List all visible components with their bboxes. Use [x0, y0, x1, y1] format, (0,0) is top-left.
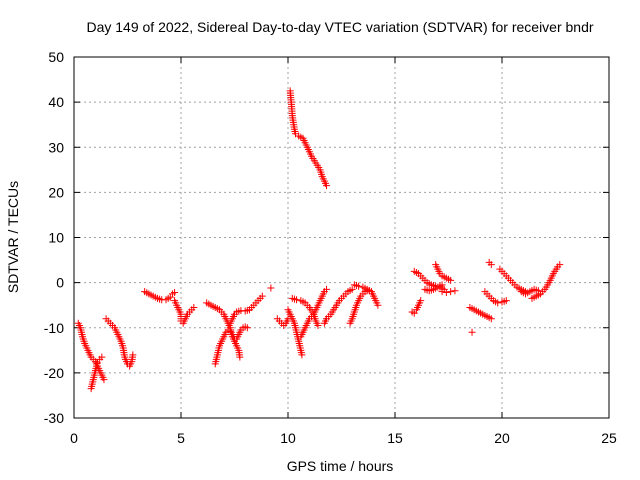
data-point: [438, 288, 446, 296]
data-point: [267, 284, 275, 292]
data-point: [129, 351, 137, 359]
data-point: [100, 376, 108, 384]
data-point: [494, 299, 502, 307]
y-tick-label: -30: [44, 410, 64, 426]
data-point: [323, 182, 331, 190]
data-point: [468, 328, 476, 336]
y-tick-label: 10: [48, 230, 64, 246]
data-point: [171, 289, 179, 297]
data-point: [447, 276, 455, 284]
chart-title: Day 149 of 2022, Sidereal Day-to-day VTE…: [86, 19, 593, 35]
x-tick-label: 10: [280, 430, 296, 446]
data-point: [323, 285, 331, 293]
y-tick-label: 20: [48, 184, 64, 200]
x-tick-label: 25: [601, 430, 617, 446]
data-point: [298, 351, 306, 359]
data-point: [417, 297, 425, 305]
x-tick-label: 15: [387, 430, 403, 446]
data-point: [487, 261, 495, 269]
data-point: [94, 359, 102, 367]
y-tick-label: 30: [48, 139, 64, 155]
data-point: [451, 287, 459, 295]
data-point: [98, 353, 106, 361]
axis-ticks: 0 5 10 15 20 25 -30 -20 -10 0 10 20 30 40 50: [44, 49, 617, 446]
data-point: [243, 324, 251, 332]
y-tick-label: -20: [44, 365, 64, 381]
data-point: [348, 285, 356, 293]
data-point: [487, 315, 495, 323]
data-point: [314, 321, 322, 329]
data-point: [293, 296, 301, 304]
data-point: [442, 289, 450, 297]
x-tick-label: 5: [177, 430, 185, 446]
x-tick-label: 0: [70, 430, 78, 446]
data-point: [236, 353, 244, 361]
y-tick-label: 50: [48, 49, 64, 65]
data-point: [355, 282, 363, 290]
data-point: [92, 362, 100, 370]
x-tick-label: 20: [494, 430, 510, 446]
grid: [74, 57, 609, 418]
data-point: [258, 292, 266, 300]
data-point: [556, 261, 564, 269]
data-point: [190, 303, 198, 311]
y-tick-label: 40: [48, 94, 64, 110]
data-point: [438, 281, 446, 289]
data-point: [374, 301, 382, 309]
y-tick-label: 0: [56, 275, 64, 291]
y-tick-label: -10: [44, 320, 64, 336]
data-point: [447, 288, 455, 296]
data-point: [502, 297, 510, 305]
data-points: [74, 87, 564, 393]
x-axis-label: GPS time / hours: [287, 458, 394, 474]
data-point: [410, 309, 418, 317]
y-axis-label: SDTVAR / TECUs: [5, 181, 21, 293]
